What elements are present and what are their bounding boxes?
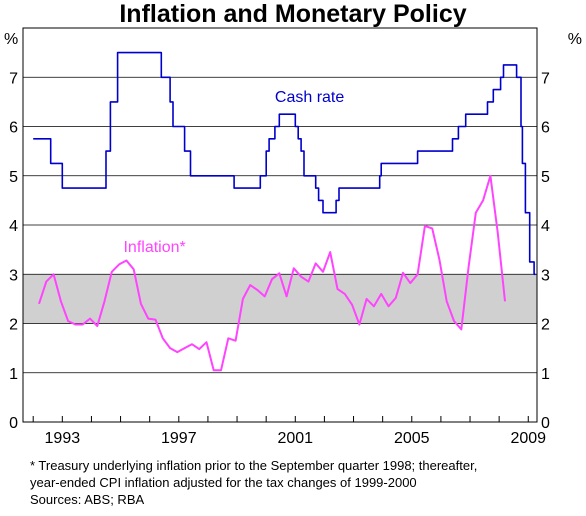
- x-tick-label: 1997: [161, 430, 197, 447]
- y-tick-label-left: 6: [9, 120, 18, 137]
- y-tick-label-right: 0: [541, 415, 550, 432]
- y-tick-label-right: 1: [541, 366, 550, 383]
- y-tick-label-right: 3: [541, 267, 550, 284]
- chart-title: Inflation and Monetary Policy: [119, 0, 467, 28]
- y-tick-label-right: 6: [541, 120, 550, 137]
- footnote-inflation-definition-cont: year-ended CPI inflation adjusted for th…: [30, 475, 417, 490]
- legend-label-cash-rate: Cash rate: [275, 89, 344, 106]
- y-tick-label-left: 0: [9, 415, 18, 432]
- legend-label-inflation: Inflation*: [123, 239, 185, 256]
- y-tick-label-right: 4: [541, 218, 550, 235]
- y-tick-label-left: 5: [9, 169, 18, 186]
- x-tick-label: 2009: [510, 430, 546, 447]
- x-tick-label: 2001: [277, 430, 313, 447]
- y-tick-label-right: 7: [541, 70, 550, 87]
- line-chart: 0 0 1 1 2 2 3 3 4 4 5 5 6 6 7 7% % 1993 1997 2001 2005 2009 Ca…: [4, 27, 582, 447]
- x-tick-label: 1993: [45, 430, 81, 447]
- y-tick-label-right: 2: [541, 317, 550, 334]
- y-tick-label-left: 4: [9, 218, 18, 235]
- x-tick-label: 2005: [394, 430, 430, 447]
- y-unit-right: %: [568, 31, 582, 48]
- plot-frame: [22, 27, 538, 423]
- y-tick-label-left: 3: [9, 267, 18, 284]
- y-tick-label-right: 5: [541, 169, 550, 186]
- footnote-inflation-definition: * Treasury underlying inflation prior to…: [30, 458, 478, 473]
- cash-rate-line: [33, 51, 536, 276]
- y-tick-label-left: 7: [9, 70, 18, 87]
- y-unit-left: %: [4, 31, 18, 48]
- y-tick-label-left: 1: [9, 366, 18, 383]
- footnotes: * Treasury underlying inflation prior to…: [30, 457, 477, 508]
- y-tick-label-left: 2: [9, 317, 18, 334]
- footnote-sources: Sources: ABS; RBA: [30, 492, 145, 507]
- inflation-line: [38, 174, 506, 372]
